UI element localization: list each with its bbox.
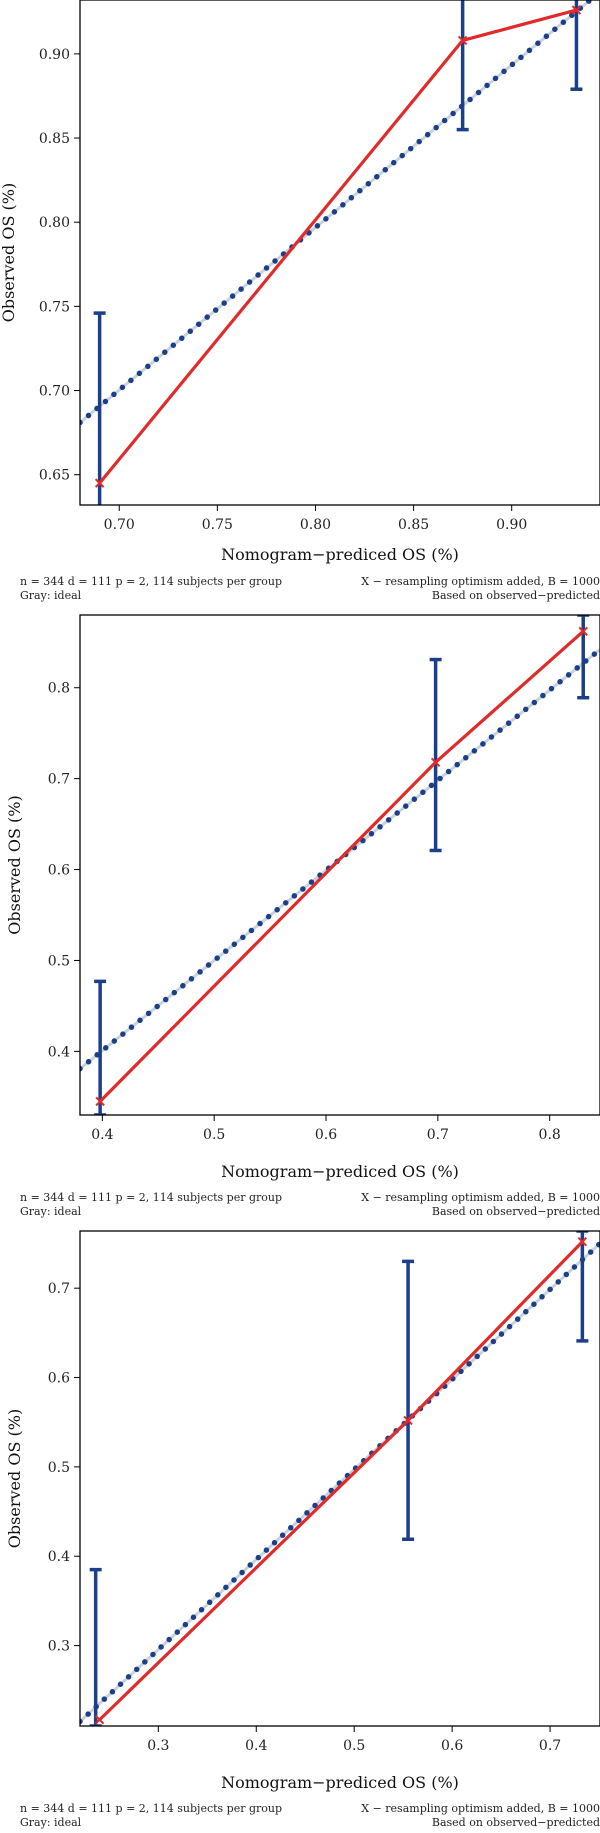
y-tick-label: 0.6 bbox=[48, 1371, 70, 1387]
y-axis-title: Observed OS (%) bbox=[5, 1409, 24, 1548]
plot-frame bbox=[79, 614, 600, 1116]
y-axis-title: Observed OS (%) bbox=[5, 795, 24, 934]
y-tick-label: 0.3 bbox=[48, 1639, 70, 1655]
calibration-marker bbox=[578, 626, 588, 637]
calibration-line bbox=[98, 8, 577, 485]
marker-stroke bbox=[578, 626, 588, 637]
x-axis-title: Nomogram−prediced OS (%) bbox=[221, 1773, 459, 1792]
y-tick-label: 0.80 bbox=[39, 215, 70, 231]
x-tick-label: 0.6 bbox=[315, 1127, 337, 1143]
calibration-line bbox=[98, 630, 585, 1103]
x-tick-label: 0.8 bbox=[539, 1127, 561, 1143]
marker-stroke bbox=[403, 1415, 413, 1426]
footnote-ideal-legend: Gray: ideal bbox=[20, 1205, 82, 1218]
x-tick-label: 0.4 bbox=[245, 1738, 267, 1754]
marker-stroke bbox=[577, 1237, 588, 1247]
footnote-sample-size: n = 344 d = 111 p = 2, 114 subjects per … bbox=[20, 575, 283, 588]
marker-stroke bbox=[457, 35, 468, 46]
calibration-plot-1: 0.70 0.75 0.80 0.85 0.90 0.65 0.70 0.75 0.80 0.85… bbox=[0, 0, 600, 564]
calibration-marker bbox=[430, 757, 441, 767]
x-tick-label: 0.80 bbox=[300, 517, 331, 533]
footnote-resampling: X − resampling optimism added, B = 1000 bbox=[361, 1802, 600, 1815]
calibration-marker bbox=[403, 1415, 413, 1426]
calibration-plot-2: 0.4 0.5 0.6 0.7 0.8 0.4 0.5 0.6 0.7 0.8 Nomogram−p… bbox=[5, 614, 600, 1181]
x-tick-label: 0.4 bbox=[91, 1127, 113, 1143]
x-tick-label: 0.70 bbox=[104, 517, 135, 533]
marker-stroke bbox=[94, 1715, 105, 1725]
x-tick-label: 0.5 bbox=[343, 1738, 365, 1754]
plot-area bbox=[80, 1231, 600, 1726]
calibration-marker bbox=[95, 1096, 105, 1107]
calibration-marker bbox=[577, 1237, 588, 1247]
y-tick-label: 0.5 bbox=[48, 1460, 70, 1476]
apparent-dotted-line bbox=[80, 0, 593, 426]
calibration-panel-1: 0.70 0.75 0.80 0.85 0.90 0.65 0.70 0.75 0.80 0.85… bbox=[0, 0, 600, 602]
footnote-resampling: X − resampling optimism added, B = 1000 bbox=[361, 575, 600, 588]
marker-stroke bbox=[430, 757, 441, 767]
x-axis-title: Nomogram−prediced OS (%) bbox=[221, 545, 459, 564]
calibration-marker bbox=[94, 1715, 105, 1725]
footnote-ideal-legend: Gray: ideal bbox=[20, 589, 82, 602]
plot-frame bbox=[79, 1230, 600, 1727]
x-axis-title: Nomogram−prediced OS (%) bbox=[221, 1162, 459, 1181]
y-tick-label: 0.4 bbox=[48, 1549, 70, 1565]
footnote-basis: Based on observed−predicted bbox=[431, 1205, 600, 1218]
y-tick-label: 0.4 bbox=[48, 1044, 70, 1060]
calibration-panel-3: 0.3 0.4 0.5 0.6 0.7 0.3 0.4 0.5 0.6 0.7 Nomogram−p… bbox=[0, 1224, 600, 1833]
x-tick-label: 0.7 bbox=[427, 1127, 449, 1143]
y-tick-label: 0.75 bbox=[39, 299, 70, 315]
apparent-dotted-line bbox=[80, 1240, 600, 1725]
apparent-dotted-line bbox=[80, 646, 600, 1072]
footnote-resampling: X − resampling optimism added, B = 1000 bbox=[361, 1191, 600, 1204]
plot-area bbox=[80, 0, 593, 505]
calibration-marker bbox=[457, 35, 468, 46]
footnote-basis: Based on observed−predicted bbox=[431, 589, 600, 602]
footnote-sample-size: n = 344 d = 111 p = 2, 114 subjects per … bbox=[20, 1191, 283, 1204]
x-tick-label: 0.85 bbox=[398, 517, 429, 533]
plot-frame bbox=[79, 0, 600, 506]
marker-stroke bbox=[94, 478, 105, 488]
calibration-panel-2: 0.4 0.5 0.6 0.7 0.8 0.4 0.5 0.6 0.7 0.8 Nomogram−p… bbox=[0, 612, 600, 1224]
footnote-basis: Based on observed−predicted bbox=[431, 1816, 600, 1829]
y-axis-title: Observed OS (%) bbox=[0, 183, 18, 322]
y-tick-label: 0.5 bbox=[48, 953, 70, 969]
x-tick-label: 0.3 bbox=[147, 1738, 169, 1754]
y-tick-label: 0.7 bbox=[48, 772, 70, 788]
y-tick-label: 0.6 bbox=[48, 863, 70, 879]
y-tick-label: 0.70 bbox=[39, 384, 70, 400]
y-tick-label: 0.90 bbox=[39, 47, 70, 63]
marker-stroke bbox=[571, 5, 582, 15]
x-tick-label: 0.75 bbox=[202, 517, 233, 533]
x-tick-label: 0.90 bbox=[496, 517, 527, 533]
x-tick-label: 0.6 bbox=[441, 1738, 463, 1754]
footnote-sample-size: n = 344 d = 111 p = 2, 114 subjects per … bbox=[20, 1802, 283, 1815]
x-tick-label: 0.5 bbox=[203, 1127, 225, 1143]
footnote-ideal-legend: Gray: ideal bbox=[20, 1816, 82, 1829]
y-tick-label: 0.65 bbox=[39, 468, 70, 484]
plot-area bbox=[80, 615, 600, 1115]
y-tick-label: 0.8 bbox=[48, 681, 70, 697]
y-tick-label: 0.85 bbox=[39, 131, 70, 147]
x-tick-label: 0.7 bbox=[539, 1738, 561, 1754]
calibration-plot-3: 0.3 0.4 0.5 0.6 0.7 0.3 0.4 0.5 0.6 0.7 Nomogram−p… bbox=[5, 1230, 600, 1792]
calibration-marker bbox=[571, 5, 582, 15]
calibration-marker bbox=[94, 478, 105, 488]
marker-stroke bbox=[95, 1096, 105, 1107]
y-tick-label: 0.7 bbox=[48, 1281, 70, 1297]
